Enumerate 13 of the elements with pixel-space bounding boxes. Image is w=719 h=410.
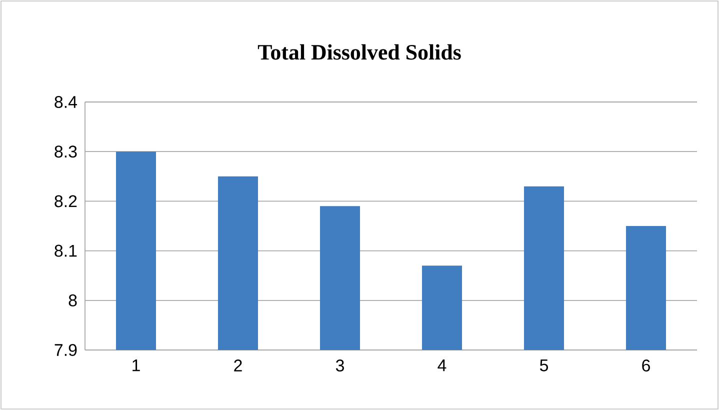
y-tick-label: 8	[68, 294, 77, 306]
y-tick-label: 8.2	[54, 195, 77, 208]
y-tick-label: 8.4	[54, 96, 77, 108]
y-tick-label: 8.1	[54, 244, 77, 257]
x-tick-label: 1	[132, 360, 140, 372]
x-tick-label: 2	[234, 360, 242, 372]
y-tick-label: 8.3	[54, 146, 77, 158]
chart-title: Total Dissolved Solids	[258, 44, 461, 60]
x-tick-label: 4	[438, 360, 446, 372]
x-tick-label: 6	[642, 360, 650, 372]
y-tick-label: 7.9	[54, 344, 77, 356]
x-tick-label: 3	[336, 360, 344, 372]
x-tick-label: 5	[540, 360, 548, 372]
